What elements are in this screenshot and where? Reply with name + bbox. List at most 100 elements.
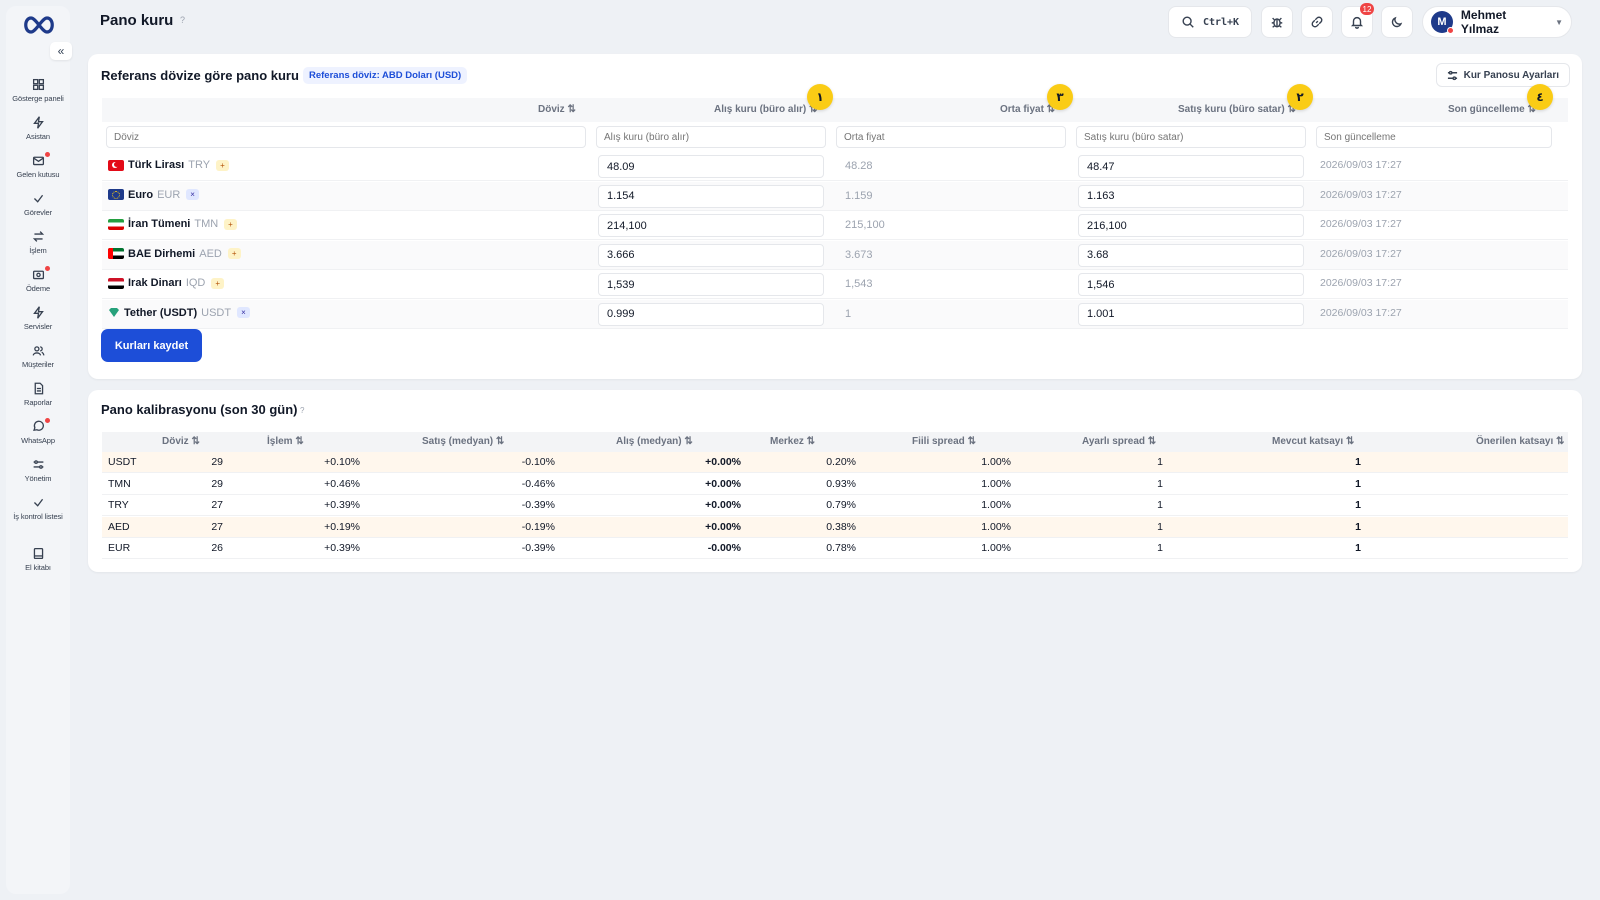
help-icon[interactable]: ? [300, 406, 305, 415]
column-center[interactable]: Merkez ⇅ [770, 436, 816, 447]
dashboard-icon [32, 78, 44, 91]
currency-tag[interactable]: × [186, 189, 199, 200]
sidebar-item-label: İş kontrol listesi [13, 512, 63, 521]
page-title: Pano kuru [100, 12, 174, 29]
sell-rate-input[interactable]: 1.001 [1078, 302, 1304, 326]
rate-board-settings-button[interactable]: Kur Panosu Ayarları [1435, 63, 1570, 87]
sell-rate-input[interactable]: 216,100 [1078, 214, 1304, 237]
column-currency[interactable]: Döviz ⇅ [538, 104, 576, 115]
table-row: Euro EUR × 1.154 1.159 1.163 2026/09/03 17:27 [102, 181, 1568, 211]
last-updated-value: 2026/09/03 17:27 [1320, 247, 1402, 260]
sidebar: « Gösterge paneli Asistan Gelen kutusu Göre… [6, 6, 72, 894]
table-row: Tether (USDT) USDT × 0.999 1 1.001 2026/09/03 … [102, 299, 1568, 329]
currency-tag[interactable]: + [224, 218, 237, 230]
currency-tag[interactable]: + [216, 159, 229, 171]
notifications-button[interactable]: 12 [1341, 3, 1374, 38]
column-currency[interactable]: Döviz ⇅ [162, 436, 200, 447]
sell-median: +0.10% [324, 456, 360, 468]
buy-rate-input[interactable]: 214,100 [598, 214, 824, 237]
sidebar-item[interactable]: Müşteriler [6, 338, 70, 375]
calibration-card: Pano kalibrasyonu (son 30 gün) ? Döviz ⇅… [88, 390, 1582, 572]
column-buy-rate[interactable]: Alış kuru (büro alır) ⇅ [714, 104, 818, 115]
column-sell-rate[interactable]: Satış kuru (büro satar) ⇅ [1178, 104, 1296, 115]
sidebar-item[interactable]: Asistan [6, 110, 70, 147]
buy-rate-input[interactable]: 1.154 [598, 184, 824, 208]
infinity-logo-icon[interactable] [22, 14, 56, 36]
filter-mid-input[interactable] [836, 126, 1066, 148]
moon-icon [1391, 16, 1403, 28]
sidebar-item[interactable]: Gelen kutusu [6, 148, 70, 185]
sidebar-item[interactable]: Servisler [6, 300, 70, 337]
column-set-spread[interactable]: Ayarlı spread ⇅ [1082, 436, 1157, 447]
help-icon[interactable]: ? [180, 15, 186, 25]
sidebar-nav: Gösterge paneli Asistan Gelen kutusu Görevl… [6, 72, 70, 579]
sidebar-collapse-button[interactable]: « [50, 42, 72, 60]
sidebar-item-label: Servisler [23, 322, 53, 331]
column-trades[interactable]: İşlem ⇅ [267, 436, 304, 447]
current-coefficient: 1 [1157, 520, 1163, 533]
sell-rate-input[interactable]: 48.47 [1078, 155, 1304, 178]
sidebar-item[interactable]: İşlem [6, 224, 70, 261]
sidebar-item-label: Ödeme [25, 284, 51, 293]
sidebar-item[interactable]: El kitabı [6, 541, 70, 578]
calibration-table-header: Döviz ⇅ İşlem ⇅ Satış (medyan) ⇅ Alış (m… [102, 432, 1568, 452]
column-buy-median[interactable]: Alış (medyan) ⇅ [616, 436, 693, 447]
sell-rate-input[interactable]: 1.163 [1078, 184, 1304, 208]
eu-flag-icon [108, 189, 124, 200]
column-mid-price[interactable]: Orta fiyat ⇅ [1000, 104, 1056, 115]
theme-toggle-button[interactable] [1381, 6, 1413, 38]
currency-tag[interactable]: × [237, 307, 250, 318]
step-marker-badge: ١ [807, 84, 833, 110]
link-button[interactable] [1301, 6, 1333, 38]
save-rates-button[interactable]: Kurları kaydet [101, 329, 202, 362]
buy-rate-input[interactable]: 0.999 [598, 302, 824, 326]
sidebar-item[interactable]: Yönetim [6, 452, 70, 489]
sell-rate-input[interactable]: 3.68 [1078, 243, 1304, 267]
sidebar-item[interactable]: WhatsApp [6, 414, 70, 451]
column-suggested-coefficient[interactable]: Önerilen katsayı ⇅ [1476, 436, 1565, 447]
sell-rate-input[interactable]: 1,546 [1078, 273, 1304, 296]
report-icon [34, 382, 43, 395]
sidebar-item-label: İşlem [29, 246, 47, 255]
rates-table-header: Döviz ⇅ Alış kuru (büro alır) ⇅ Orta fiy… [102, 98, 1568, 122]
column-current-coefficient[interactable]: Mevcut katsayı ⇅ [1272, 436, 1355, 447]
suggested-coefficient: 1 [1355, 542, 1361, 554]
column-last-updated[interactable]: Son güncelleme ⇅ [1448, 104, 1536, 115]
bug-icon [1271, 17, 1283, 28]
filter-currency-input[interactable] [106, 126, 586, 148]
table-row: TRY 27 +0.39% -0.39% +0.00% 0.79% 1.00% 1 1 [102, 495, 1568, 516]
table-row: TMN 29 +0.46% -0.46% +0.00% 0.93% 1.00% 1 1 [102, 474, 1568, 495]
sidebar-item-label: Raporlar [24, 398, 52, 407]
payment-icon [32, 270, 44, 280]
filter-buy-input[interactable] [596, 126, 826, 148]
currency-code: TRY [108, 499, 129, 511]
rates-card: Referans dövize göre pano kuru Referans … [88, 54, 1582, 379]
column-actual-spread[interactable]: Fiili spread ⇅ [912, 436, 976, 447]
currency-tag[interactable]: + [227, 248, 241, 259]
set-spread: 1.00% [981, 456, 1011, 468]
iq-flag-icon [108, 277, 124, 289]
filter-sell-input[interactable] [1076, 126, 1306, 148]
table-row: Irak Dinarı IQD +1,539 1,543 1,546 2026/09/03… [102, 270, 1568, 299]
chat-icon [32, 420, 44, 431]
currency-tag[interactable]: + [211, 277, 225, 289]
column-sell-median[interactable]: Satış (medyan) ⇅ [422, 436, 505, 447]
buy-rate-input[interactable]: 48.09 [598, 155, 824, 178]
center-value: +0.00% [705, 456, 741, 468]
sidebar-item[interactable]: Görevler [6, 186, 70, 223]
sidebar-item[interactable]: Ödeme [6, 262, 70, 299]
bug-report-button[interactable] [1261, 6, 1293, 38]
buy-rate-input[interactable]: 3.666 [598, 243, 824, 267]
buy-rate-input[interactable]: 1,539 [598, 273, 824, 296]
rates-card-title: Referans dövize göre pano kuru [101, 68, 299, 83]
sidebar-item[interactable]: Raporlar [6, 376, 70, 413]
sidebar-item-label: Müşteriler [22, 360, 54, 369]
sidebar-item[interactable]: İş kontrol listesi [6, 490, 70, 527]
filter-updated-input[interactable] [1316, 126, 1552, 148]
sidebar-item[interactable]: Gösterge paneli [6, 72, 70, 109]
currency-code: AED [108, 520, 130, 533]
search-button[interactable]: Ctrl+K [1168, 6, 1252, 38]
user-menu-button[interactable]: M Mehmet Yılmaz ▼ [1422, 6, 1572, 38]
reference-currency-badge: Referans döviz: ABD Doları (USD) [303, 67, 468, 84]
book-icon [33, 547, 43, 560]
